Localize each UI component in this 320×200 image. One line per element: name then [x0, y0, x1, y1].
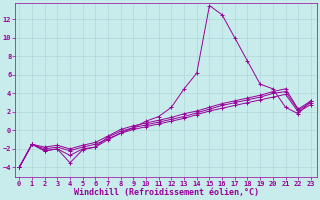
X-axis label: Windchill (Refroidissement éolien,°C): Windchill (Refroidissement éolien,°C) [74, 188, 259, 197]
